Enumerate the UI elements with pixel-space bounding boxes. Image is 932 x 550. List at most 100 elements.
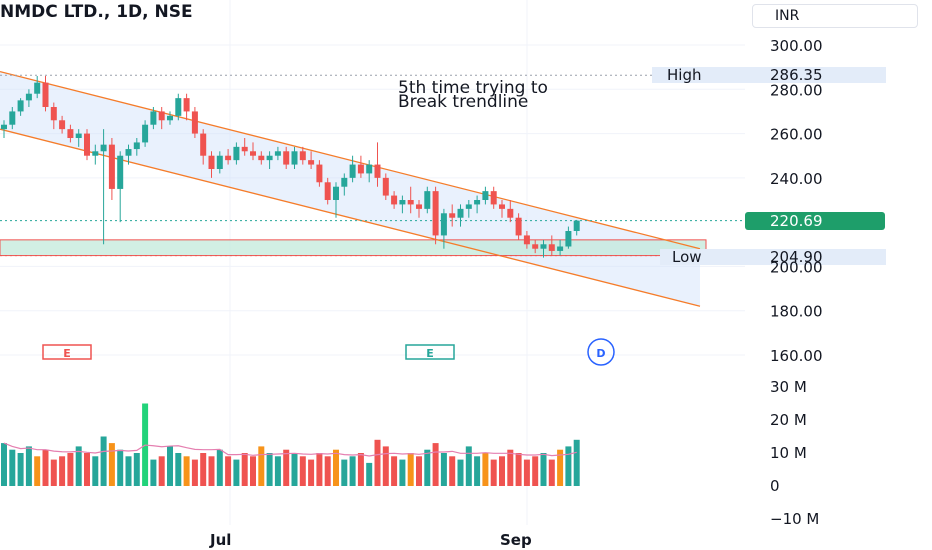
candle	[523, 231, 530, 249]
volume-bar	[117, 449, 124, 486]
earnings-box	[405, 344, 455, 360]
high-value: 286.35	[770, 66, 823, 84]
candle-body	[490, 191, 497, 205]
currency-selector[interactable]: INR	[752, 4, 918, 28]
volume-bar	[440, 453, 447, 486]
volume-bar	[1, 443, 7, 486]
volume-bar	[308, 459, 315, 486]
volume-bar	[17, 453, 24, 486]
candle	[108, 138, 115, 200]
volume-bar	[67, 453, 74, 486]
candle-body	[407, 200, 414, 205]
volume-bar	[333, 449, 339, 486]
candle-body	[25, 93, 32, 101]
volume-bar	[250, 456, 256, 486]
candle-body	[92, 151, 99, 156]
grid	[0, 0, 745, 525]
candle	[532, 239, 539, 254]
candle-body	[316, 164, 323, 183]
volume-bar	[125, 456, 132, 486]
candle-body	[557, 246, 564, 251]
candle-body	[142, 124, 149, 143]
volume-bar	[357, 453, 364, 486]
candle	[474, 195, 481, 214]
candle	[349, 155, 356, 183]
candle-body	[341, 177, 348, 187]
volume-bar	[75, 446, 82, 486]
candle	[465, 200, 472, 218]
candle	[490, 186, 497, 209]
volume-bar	[341, 459, 348, 486]
volume-bar	[200, 453, 207, 486]
candle	[42, 76, 49, 112]
volume-bar	[449, 456, 456, 486]
candle	[200, 129, 207, 165]
candle	[67, 124, 74, 143]
volume-moving-average	[3, 442, 577, 457]
candle	[540, 239, 547, 258]
candle-body	[440, 213, 447, 236]
earnings-box	[42, 344, 92, 360]
time-tick-label: Sep	[500, 531, 532, 549]
event-label: E	[63, 347, 71, 360]
volume-bar	[42, 449, 49, 486]
volume-bar	[432, 443, 439, 486]
candle	[391, 191, 398, 209]
candle	[407, 186, 414, 214]
candle-body	[208, 155, 215, 169]
price-tick-label: 240.00	[770, 170, 823, 188]
candle-body	[349, 164, 356, 178]
volume-bar	[374, 439, 381, 486]
volume-bar	[465, 446, 472, 486]
chart-title: NMDC LTD., 1D, NSE	[0, 2, 193, 22]
volume-bar	[424, 449, 431, 486]
candle-body	[17, 100, 24, 112]
volume-bar	[540, 453, 547, 486]
candle-body	[100, 144, 107, 152]
volume-bar	[233, 459, 240, 486]
high-label: High	[667, 66, 701, 84]
volume-bar	[416, 456, 422, 486]
volume-bar	[9, 449, 16, 486]
event-label: D	[596, 347, 605, 360]
candle	[440, 208, 447, 249]
volume-bar	[548, 459, 555, 486]
candle	[225, 149, 232, 165]
event-marker: E	[42, 344, 92, 360]
volume-bar	[507, 449, 514, 486]
candle-body	[274, 151, 281, 156]
candle	[158, 107, 165, 130]
volume-bar	[482, 453, 489, 486]
candle	[133, 138, 140, 156]
volume-bar	[241, 453, 248, 486]
candle-body	[457, 208, 464, 218]
candle-body	[474, 200, 481, 205]
candle	[191, 107, 198, 138]
volume-bar	[407, 453, 414, 486]
candle	[250, 142, 256, 161]
candle	[341, 173, 348, 196]
trend-channel-top	[0, 70, 701, 250]
low-value-box	[758, 249, 886, 265]
volume-bar	[175, 453, 182, 486]
candle-body	[67, 129, 74, 138]
candle	[299, 146, 306, 165]
candle-body	[191, 111, 198, 134]
volume-bar	[399, 459, 406, 486]
high-value-box	[758, 67, 886, 83]
volume-tick-label: 10 M	[770, 444, 807, 462]
volume-bar	[158, 456, 165, 486]
volume-tick-label: −10 M	[770, 510, 819, 528]
event-marker: D	[587, 338, 615, 366]
volume-bar	[167, 446, 173, 486]
candle-body	[523, 235, 530, 245]
candle	[457, 204, 464, 227]
candle-body	[424, 191, 431, 209]
volume-bar	[457, 459, 464, 486]
candle-body	[382, 177, 389, 196]
candle-body	[1, 124, 7, 130]
volume-bar	[515, 453, 522, 486]
candle-body	[540, 244, 547, 249]
candle-body	[150, 111, 157, 125]
